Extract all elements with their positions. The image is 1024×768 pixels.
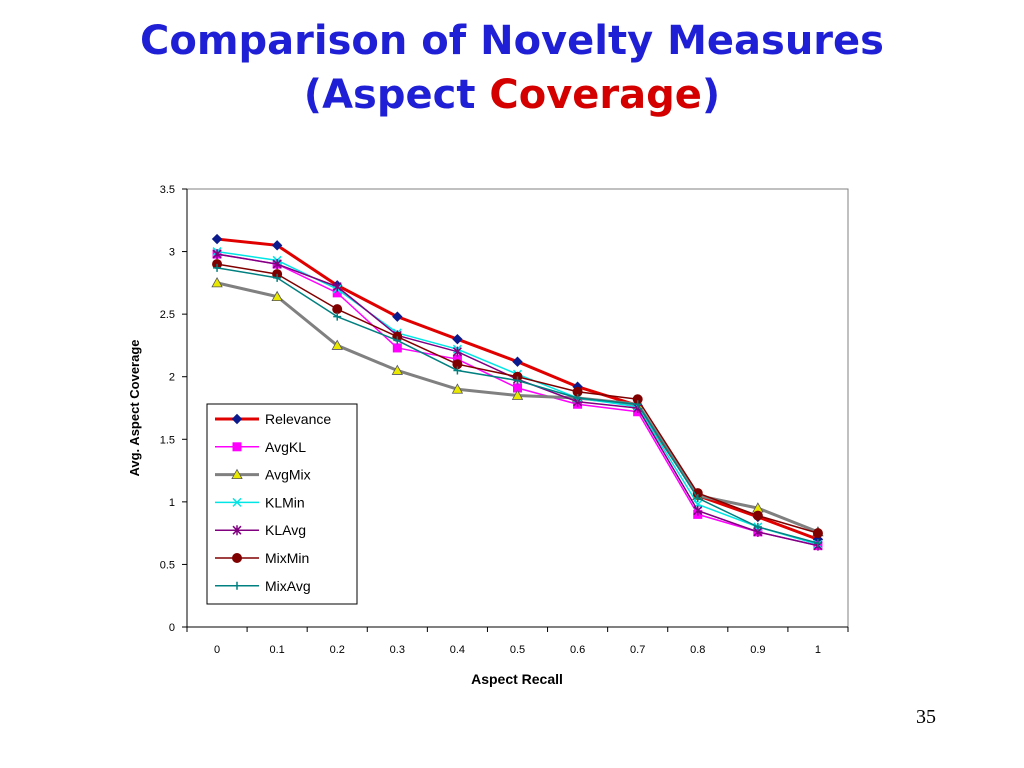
- x-tick-label: 0.1: [269, 644, 284, 656]
- legend-marker: [232, 553, 242, 563]
- data-point: [452, 346, 462, 357]
- x-axis: 0 0.1 0.2 0.3 0.4 0.5 0.6 0.7 0.8 0.9 1: [186, 626, 849, 656]
- y-tick-label: 0.5: [160, 559, 175, 571]
- data-point: [213, 263, 222, 272]
- data-point: [391, 364, 403, 375]
- legend-label: Relevance: [265, 411, 331, 427]
- x-tick-label: 0: [214, 644, 220, 656]
- data-point: [332, 304, 343, 315]
- data-point: [693, 505, 703, 516]
- data-point: [331, 339, 343, 350]
- y-tick-label: 1.5: [160, 434, 175, 446]
- data-point: [453, 366, 462, 375]
- data-point: [452, 333, 463, 345]
- legend-item: AvgMix: [215, 467, 311, 483]
- data-point: [511, 389, 524, 400]
- x-tick-label: 0.4: [450, 644, 465, 656]
- y-tick-label: 0: [169, 622, 175, 634]
- legend-marker: [232, 497, 242, 507]
- x-tick-label: 0.5: [510, 644, 525, 656]
- series-layer: [211, 233, 824, 551]
- data-point: [451, 383, 464, 394]
- y-tick-label: 2: [169, 372, 175, 384]
- title-accent-text: Coverage: [489, 72, 702, 118]
- data-point: [332, 281, 342, 292]
- data-point: [211, 277, 223, 288]
- legend-item: AvgKL: [215, 439, 306, 455]
- page-number: 35: [916, 706, 936, 728]
- data-point: [271, 240, 283, 251]
- data-point: [752, 510, 763, 521]
- legend-marker: [231, 468, 243, 480]
- y-tick-label: 2.5: [160, 309, 175, 321]
- x-tick-label: 0.2: [330, 644, 345, 656]
- data-point: [392, 343, 402, 353]
- data-point: [211, 233, 223, 245]
- data-point: [392, 311, 403, 322]
- legend-item: KLAvg: [215, 522, 306, 538]
- data-point: [753, 522, 762, 531]
- title-line-2: (Aspect Coverage): [0, 68, 1024, 122]
- legend-item: Relevance: [215, 411, 331, 427]
- data-point: [271, 290, 283, 302]
- x-tick-label: 0.7: [630, 644, 645, 656]
- legend-label: KLAvg: [265, 522, 306, 538]
- y-axis-label: Avg. Aspect Coverage: [127, 339, 142, 476]
- legend-item: KLMin: [215, 494, 305, 510]
- slide-title: Comparison of Novelty Measures (Aspect C…: [0, 14, 1024, 122]
- data-point: [812, 528, 823, 539]
- x-tick-label: 1: [815, 644, 821, 656]
- legend: Relevance AvgKL AvgMix KLMin KLAvg MixMin MixA…: [206, 403, 358, 605]
- data-point: [512, 356, 523, 367]
- x-tick-label: 0.6: [570, 644, 585, 656]
- legend-marker: [232, 525, 242, 536]
- data-point: [573, 393, 582, 402]
- legend-label: KLMin: [265, 494, 305, 510]
- x-tick-label: 0.8: [690, 644, 705, 656]
- legend-item: MixMin: [215, 550, 309, 566]
- data-point: [813, 539, 822, 548]
- data-point: [693, 494, 702, 503]
- legend-marker: [232, 442, 242, 452]
- data-point: [212, 249, 222, 260]
- title-line-1: Comparison of Novelty Measures: [140, 18, 884, 64]
- legend-marker: [231, 413, 243, 425]
- y-axis: 0 0.5 1 1.5 2 2.5 3 3.5: [160, 184, 188, 634]
- series-mixavg: [213, 263, 822, 548]
- y-tick-label: 3: [169, 247, 175, 259]
- legend-box: [206, 403, 358, 605]
- title-open-text: (Aspect: [303, 72, 490, 118]
- legend-label: AvgMix: [265, 467, 311, 483]
- y-tick-label: 1: [169, 497, 175, 509]
- x-axis-label: Aspect Recall: [471, 671, 563, 687]
- title-close-text: ): [701, 72, 721, 118]
- x-tick-label: 0.9: [750, 644, 765, 656]
- legend-marker: [233, 581, 241, 590]
- data-point: [333, 312, 342, 321]
- data-point: [633, 400, 642, 409]
- legend-label: AvgKL: [265, 439, 306, 455]
- data-point: [273, 273, 282, 282]
- data-point: [393, 336, 402, 345]
- data-point: [272, 259, 282, 270]
- data-point: [513, 376, 522, 385]
- y-tick-label: 3.5: [160, 184, 175, 196]
- x-tick-label: 0.3: [390, 644, 405, 656]
- legend-item: MixAvg: [215, 578, 311, 594]
- legend-label: MixAvg: [265, 578, 311, 594]
- legend-label: MixMin: [265, 550, 309, 566]
